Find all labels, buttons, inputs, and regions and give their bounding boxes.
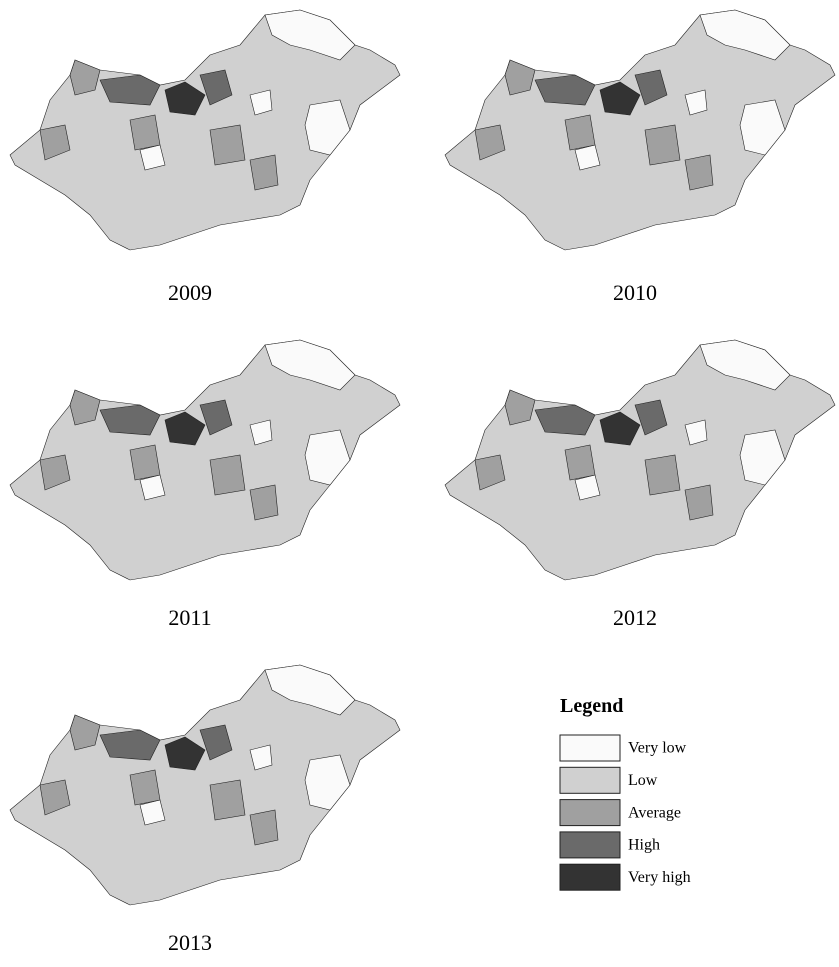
map <box>9 339 401 581</box>
map-year: 2011 <box>168 605 211 630</box>
legend-label: Average <box>628 804 681 821</box>
map <box>444 339 836 581</box>
legend-swatch <box>559 863 621 891</box>
map-year: 2012 <box>613 605 657 630</box>
map <box>444 9 836 251</box>
legend-swatch <box>559 766 621 794</box>
legend-title: Legend <box>560 695 623 717</box>
legend-label: Low <box>628 772 658 789</box>
map-year: 2013 <box>168 930 212 955</box>
map-year: 2009 <box>168 280 212 305</box>
legend-label: Very high <box>628 869 691 886</box>
legend-swatch <box>559 831 621 859</box>
map <box>9 9 401 251</box>
legend-swatch <box>559 799 621 827</box>
legend: Very low Low Average High Very high <box>559 734 691 891</box>
legend-label: Very low <box>628 740 687 757</box>
map <box>9 664 401 906</box>
legend-swatch <box>559 734 621 762</box>
legend-label: High <box>628 837 660 854</box>
maps: 2009 2010 2011 2012 2013 <box>9 9 836 955</box>
map-year: 2010 <box>613 280 657 305</box>
